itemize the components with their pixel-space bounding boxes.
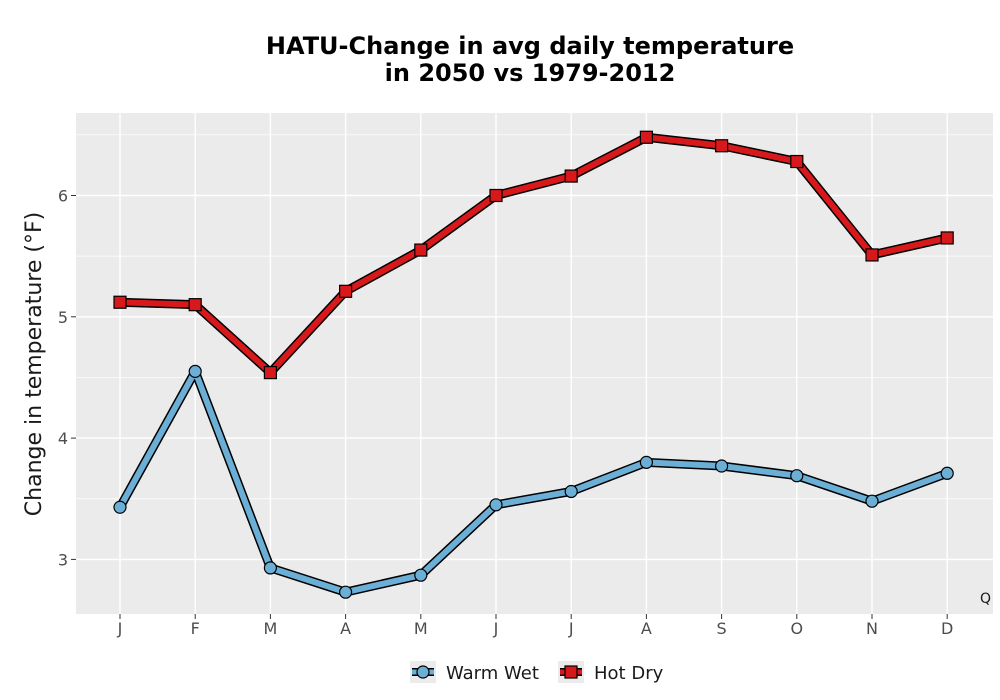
series-line-hot-dry — [117, 134, 951, 376]
data-point-warm-wet — [263, 561, 277, 575]
data-point-warm-wet — [113, 500, 127, 514]
data-point-hot-dry — [263, 365, 277, 380]
grid-minor — [76, 134, 993, 500]
data-point-warm-wet — [489, 498, 503, 512]
legend-marker-hot-dry — [564, 665, 578, 679]
x-tick-label: N — [866, 619, 878, 638]
data-point-hot-dry — [414, 243, 428, 257]
plot-panel — [76, 113, 993, 614]
x-tick-label: M — [414, 619, 428, 638]
legend-marker-warm-wet — [416, 665, 430, 679]
x-tick-label: O — [791, 619, 804, 638]
x-tick-label: A — [641, 619, 652, 638]
data-point-hot-dry — [714, 139, 729, 153]
data-point-warm-wet — [339, 585, 353, 599]
data-point-hot-dry — [940, 231, 954, 245]
y-tick-label: 4 — [58, 429, 68, 448]
data-point-warm-wet — [790, 469, 804, 483]
data-point-hot-dry — [113, 295, 127, 309]
data-point-warm-wet — [940, 466, 954, 480]
y-tick-label: 5 — [58, 308, 68, 327]
legend: Warm Wet Hot Dry — [410, 661, 664, 684]
chart-title-line-1: HATU-Change in avg daily temperature — [266, 32, 794, 60]
data-point-hot-dry — [188, 298, 202, 312]
data-point-warm-wet — [564, 484, 578, 499]
x-tick-label: J — [568, 619, 574, 638]
data-point-hot-dry — [790, 154, 804, 169]
x-tick-label: M — [263, 619, 277, 638]
y-tick-label: 6 — [58, 186, 68, 205]
data-point-hot-dry — [564, 169, 578, 183]
legend-label-hot-dry: Hot Dry — [594, 663, 664, 684]
data-point-warm-wet — [714, 459, 729, 473]
data-point-warm-wet — [414, 568, 428, 582]
legend-label-warm-wet: Warm Wet — [446, 663, 539, 684]
data-point-hot-dry — [339, 284, 353, 298]
data-point-hot-dry — [865, 248, 879, 262]
y-axis-title: Change in temperature (°F) — [22, 212, 47, 516]
data-point-warm-wet — [639, 455, 654, 469]
x-tick-label: S — [717, 619, 727, 638]
x-tick-label: A — [340, 619, 351, 638]
data-point-warm-wet — [865, 494, 879, 508]
x-tick-label: D — [941, 619, 953, 638]
chart-title-line-2: in 2050 vs 1979-2012 — [385, 59, 676, 87]
x-tick-label: J — [117, 619, 123, 638]
data-point-hot-dry — [489, 188, 503, 203]
series-layer — [113, 130, 954, 599]
series-line-warm-wet — [117, 368, 951, 596]
x-tick-label: J — [493, 619, 499, 638]
corner-label: Q — [980, 591, 991, 607]
y-tick-label: 3 — [58, 550, 68, 569]
x-tick-label: F — [191, 619, 200, 638]
y-axis: 3 4 5 6 — [58, 186, 76, 569]
grid-major — [76, 113, 993, 614]
data-point-warm-wet — [188, 364, 202, 378]
data-point-hot-dry — [639, 130, 654, 144]
